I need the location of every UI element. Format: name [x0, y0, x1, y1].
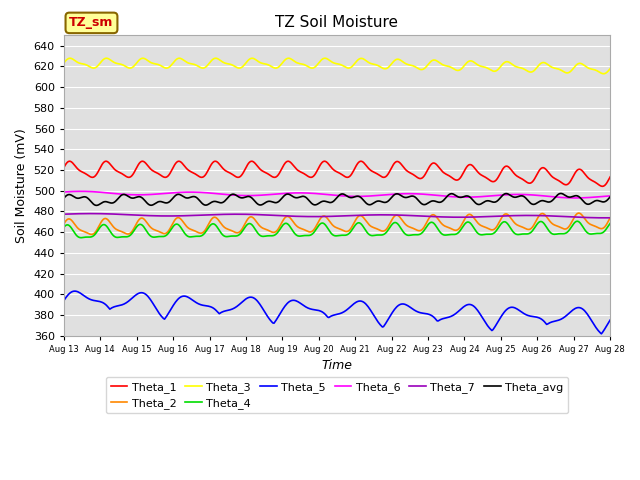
Theta_avg — [386, 196, 394, 202]
Theta_7 — [595, 215, 602, 221]
Theta_3 — [60, 60, 68, 66]
Theta_7 — [356, 212, 364, 218]
Theta_4 — [321, 221, 328, 227]
Theta_7 — [386, 212, 394, 218]
Theta_2 — [386, 220, 394, 226]
Theta_2 — [595, 225, 603, 231]
Theta_7 — [602, 215, 609, 221]
Theta_2 — [509, 218, 516, 224]
Theta_3 — [321, 55, 328, 61]
Theta_6 — [77, 189, 85, 194]
Theta_6 — [386, 192, 394, 197]
Line: Theta_2: Theta_2 — [64, 213, 610, 234]
Theta_5 — [386, 313, 394, 319]
Line: Theta_avg: Theta_avg — [64, 193, 610, 205]
Theta_1 — [386, 168, 394, 173]
Theta_6 — [60, 189, 68, 195]
Theta_avg — [93, 203, 100, 208]
Theta_avg — [356, 194, 364, 200]
Theta_avg — [509, 194, 516, 200]
Theta_7 — [324, 214, 332, 219]
Theta_4 — [386, 224, 394, 230]
Theta_3 — [386, 63, 394, 69]
Theta_5 — [321, 311, 328, 316]
Theta_1 — [175, 158, 182, 164]
Theta_3 — [509, 62, 516, 68]
Theta_3 — [595, 69, 602, 74]
Theta_5 — [598, 331, 605, 336]
Theta_1 — [509, 169, 516, 175]
Theta_5 — [509, 304, 516, 310]
Theta_6 — [324, 192, 332, 197]
Theta_7 — [321, 214, 328, 219]
Theta_avg — [595, 198, 603, 204]
Theta_4 — [324, 225, 332, 231]
Line: Theta_4: Theta_4 — [64, 221, 610, 238]
Theta_5 — [324, 314, 332, 320]
Theta_4 — [573, 218, 581, 224]
Theta_2 — [321, 213, 328, 219]
Theta_avg — [606, 194, 614, 200]
Theta_2 — [88, 231, 95, 237]
Theta_3 — [600, 71, 607, 77]
Theta_1 — [595, 181, 602, 187]
Line: Theta_3: Theta_3 — [64, 58, 610, 74]
Theta_avg — [557, 191, 564, 196]
Theta_1 — [606, 174, 614, 180]
Theta_6 — [356, 193, 364, 199]
Theta_4 — [356, 221, 364, 227]
Theta_3 — [248, 55, 256, 61]
Theta_5 — [595, 327, 602, 333]
Text: TZ_sm: TZ_sm — [69, 16, 114, 29]
Theta_7 — [60, 211, 68, 217]
Theta_3 — [356, 56, 364, 61]
Theta_1 — [356, 158, 364, 164]
Line: Theta_5: Theta_5 — [64, 291, 610, 334]
Theta_avg — [324, 199, 332, 205]
Theta_5 — [606, 317, 614, 323]
Theta_3 — [324, 56, 332, 62]
Theta_4 — [606, 220, 614, 226]
Theta_5 — [356, 298, 364, 304]
Theta_6 — [606, 193, 614, 199]
Theta_7 — [509, 213, 516, 218]
Line: Theta_6: Theta_6 — [64, 192, 610, 198]
Theta_2 — [60, 221, 68, 227]
Theta_6 — [509, 192, 516, 197]
Title: TZ Soil Moisture: TZ Soil Moisture — [275, 15, 399, 30]
Theta_6 — [321, 192, 328, 197]
Theta_2 — [324, 216, 332, 222]
Theta_1 — [598, 183, 606, 189]
Y-axis label: Soil Moisture (mV): Soil Moisture (mV) — [15, 128, 28, 243]
Theta_2 — [606, 215, 614, 221]
Theta_1 — [60, 165, 68, 170]
Legend: Theta_1, Theta_2, Theta_3, Theta_4, Theta_5, Theta_6, Theta_7, Theta_avg: Theta_1, Theta_2, Theta_3, Theta_4, Thet… — [106, 377, 568, 413]
Theta_avg — [321, 198, 328, 204]
Theta_4 — [77, 235, 85, 240]
Theta_5 — [60, 298, 68, 303]
Theta_3 — [606, 66, 614, 72]
Theta_6 — [572, 195, 579, 201]
Theta_2 — [575, 210, 582, 216]
Theta_5 — [71, 288, 79, 294]
Theta_avg — [60, 195, 68, 201]
Theta_4 — [509, 228, 516, 234]
Theta_7 — [606, 215, 614, 221]
Theta_4 — [60, 225, 68, 230]
Theta_1 — [321, 158, 328, 164]
Theta_4 — [595, 230, 603, 236]
Theta_1 — [324, 160, 332, 166]
X-axis label: Time: Time — [321, 359, 353, 372]
Line: Theta_7: Theta_7 — [64, 214, 610, 218]
Theta_7 — [88, 211, 95, 216]
Theta_6 — [595, 194, 603, 200]
Line: Theta_1: Theta_1 — [64, 161, 610, 186]
Theta_2 — [356, 213, 364, 218]
